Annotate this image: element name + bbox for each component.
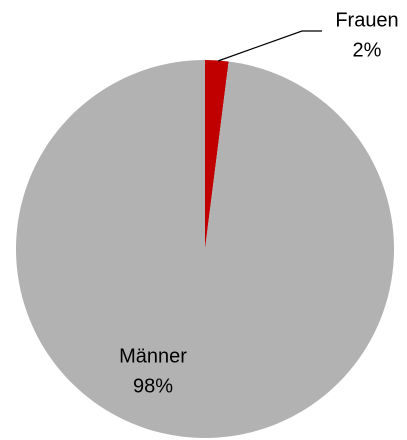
slice-label: Männer (119, 345, 187, 367)
pie-slice (15, 60, 394, 438)
slice-value-label: 2% (353, 39, 382, 61)
leader-line (217, 30, 322, 62)
slice-label: Frauen (335, 9, 398, 31)
slice-value-label: 98% (133, 375, 173, 397)
pie-slice (205, 60, 229, 249)
